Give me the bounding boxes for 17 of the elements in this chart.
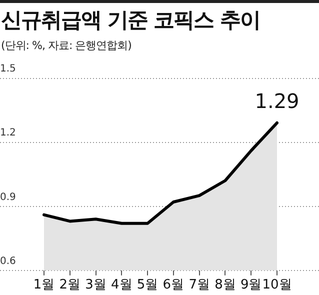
x-tick-label: 2월 bbox=[59, 278, 81, 293]
y-tick-label: 0.6 bbox=[0, 256, 16, 267]
chart-subtitle: (단위: %, 자료: 은행연합회) bbox=[1, 38, 132, 53]
x-tick-label: 1월 bbox=[33, 278, 55, 293]
x-tick-label: 9월 bbox=[240, 278, 262, 293]
chart-title: 신규취급액 기준 코픽스 추이 bbox=[1, 7, 260, 34]
x-tick-label: 8월 bbox=[214, 278, 236, 293]
x-tick-label: 5월 bbox=[136, 278, 158, 293]
y-tick-label: 0.9 bbox=[0, 192, 16, 203]
y-tick-label: 1.2 bbox=[0, 128, 16, 139]
x-tick-label: 6월 bbox=[162, 278, 184, 293]
x-tick-label: 7월 bbox=[188, 278, 210, 293]
x-tick-label: 3월 bbox=[85, 278, 106, 293]
y-tick-label: 1.5 bbox=[0, 64, 16, 75]
x-tick-label: 4월 bbox=[111, 278, 132, 293]
data-label: 1.29 bbox=[254, 89, 300, 114]
x-tick-label: 10월 bbox=[262, 278, 292, 293]
